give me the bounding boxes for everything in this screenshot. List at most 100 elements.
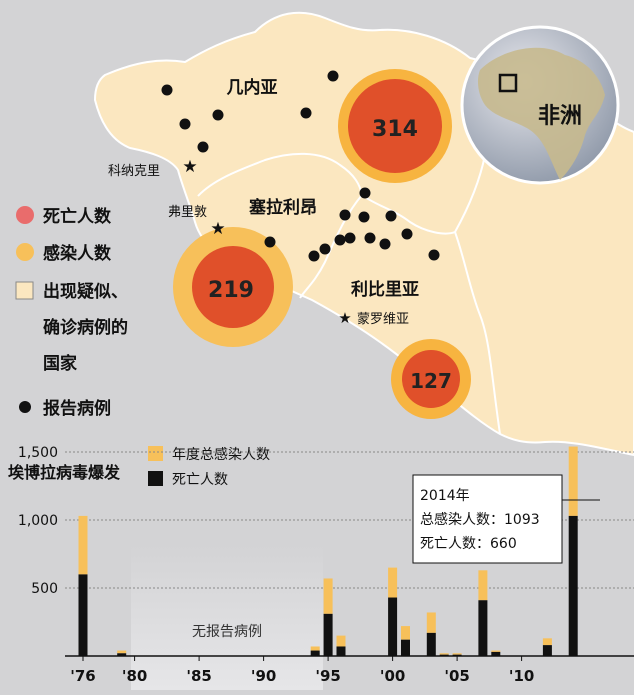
reported-case-dot — [179, 118, 191, 130]
star-icon: ★ — [338, 309, 351, 327]
border-guinea-liberia — [361, 194, 456, 235]
bars — [78, 446, 578, 656]
annotation-box — [412, 474, 563, 564]
legend-infections-swatch — [16, 243, 34, 261]
no-report-label: 无报告病例 — [192, 624, 262, 640]
legend-countries-label-1: 出现疑似、 — [43, 281, 128, 302]
x-tick-label: '85 — [186, 667, 211, 685]
reported-case-dot — [339, 209, 351, 221]
bar-annual-infections — [426, 612, 436, 633]
reported-case-dot — [334, 234, 346, 246]
bubble-liberia: 127 — [391, 339, 471, 419]
y-tick-labels: 500 1,000 1,500 — [18, 445, 58, 597]
bar-annual-infections — [388, 567, 398, 598]
reported-case-dot — [428, 249, 440, 261]
bar-annual-infections — [323, 578, 333, 614]
bar-annual-infections — [401, 626, 410, 640]
annotation-2014: 2014年 总感染人数：1093 死亡人数：660 — [412, 474, 600, 564]
bar-deaths — [336, 646, 346, 656]
bar-annual-infections — [117, 650, 127, 654]
y-tick-label: 500 — [31, 581, 58, 597]
bar-annual-infections — [452, 653, 462, 655]
death-circle — [192, 246, 274, 328]
reported-case-dot — [358, 211, 370, 223]
africa-shape — [477, 47, 605, 181]
reported-case-dot — [401, 228, 413, 240]
bar-deaths — [117, 653, 127, 656]
death-circle — [348, 79, 442, 173]
reported-case-dot — [264, 236, 276, 248]
location-marker — [498, 73, 518, 93]
legend-infections-label: 感染人数 — [43, 243, 112, 264]
bubble-sierra-leone: 219 — [173, 227, 293, 347]
bar-deaths — [310, 650, 320, 656]
x-tick-label: '95 — [315, 667, 340, 685]
no-report-region — [131, 545, 323, 690]
legend-reported-label: 报告病例 — [43, 398, 111, 419]
legend-countries-label-2: 确诊病例的 — [43, 317, 128, 338]
legend-deaths-swatch — [148, 471, 163, 486]
death-circle — [402, 350, 460, 408]
city-label-freetown: 弗里敦 — [168, 204, 207, 220]
bar-deaths — [323, 613, 333, 656]
border-liberia-east — [454, 231, 501, 435]
x-tick-label: '05 — [444, 667, 469, 685]
border-guinea-sierra-leone — [197, 152, 363, 197]
bar-deaths — [78, 574, 88, 656]
map: 314 219 127 ★ ★ ★ 科纳克里 弗里敦 蒙罗维亚 几内亚 塞拉利昂… — [15, 11, 634, 457]
annotation-line-2: 总感染人数：1093 — [420, 511, 540, 528]
reported-case-dot — [300, 107, 312, 119]
country-label-sierra-leone: 塞拉利昂 — [249, 197, 317, 218]
bar-annual-infections — [310, 646, 320, 651]
map-legend: 死亡人数 感染人数 出现疑似、 确诊病例的 国家 报告病例 — [15, 206, 128, 419]
chart-title: 埃博拉病毒爆发 — [8, 463, 121, 482]
country-label-liberia: 利比里亚 — [351, 279, 419, 300]
bar-deaths — [478, 600, 488, 656]
x-tick-label: '90 — [251, 667, 276, 685]
legend-countries-swatch — [15, 281, 34, 300]
bar-annual-infections — [336, 635, 346, 647]
death-count: 314 — [372, 117, 418, 142]
bar-annual-infections — [439, 653, 449, 655]
reported-case-dot — [197, 141, 209, 153]
reported-case-dot — [359, 187, 371, 199]
bar-deaths — [426, 632, 436, 656]
star-icon: ★ — [210, 219, 225, 239]
y-tick-label: 1,500 — [18, 445, 58, 461]
reported-case-dot — [308, 250, 320, 262]
bar-deaths — [401, 639, 410, 656]
grid-lines — [65, 451, 634, 589]
reported-case-dot — [385, 210, 397, 222]
annotation-line-1: 2014年 — [420, 488, 470, 504]
star-icon: ★ — [182, 157, 197, 177]
bar-annual-infections — [568, 446, 578, 516]
death-count: 127 — [410, 369, 452, 393]
bar-deaths — [388, 597, 398, 656]
x-tick-label: '76 — [70, 667, 95, 685]
city-label-conakry: 科纳克里 — [108, 164, 160, 179]
bar-annual-infections — [478, 570, 488, 601]
y-tick-label: 1,000 — [18, 513, 58, 529]
legend-annual-infections-label: 年度总感染人数 — [172, 446, 270, 463]
bar-annual-infections — [78, 515, 88, 575]
reported-case-dot — [327, 70, 339, 82]
bar-deaths — [542, 645, 552, 656]
reported-case-dots — [161, 70, 440, 262]
country-label-guinea: 几内亚 — [227, 77, 278, 98]
legend-countries-label-3: 国家 — [43, 353, 77, 374]
globe-inset: 非洲 — [460, 25, 620, 185]
bar-deaths — [491, 651, 501, 656]
reported-case-dot — [344, 232, 356, 244]
legend-deaths-swatch — [16, 206, 34, 224]
legend-reported-swatch — [19, 401, 31, 413]
death-count: 219 — [208, 278, 254, 303]
x-tick-label: '00 — [380, 667, 405, 685]
legend-annual-infections-swatch — [148, 446, 163, 461]
reported-case-dot — [379, 238, 391, 250]
reported-case-dot — [319, 243, 331, 255]
legend-deaths-label: 死亡人数 — [172, 472, 228, 488]
x-tick-label: '10 — [509, 667, 534, 685]
x-tick-labels: '76 '80 '85 '90 '95 '00 '05 '10 — [70, 656, 534, 685]
bar-annual-infections — [542, 638, 552, 646]
reported-case-dot — [212, 109, 224, 121]
